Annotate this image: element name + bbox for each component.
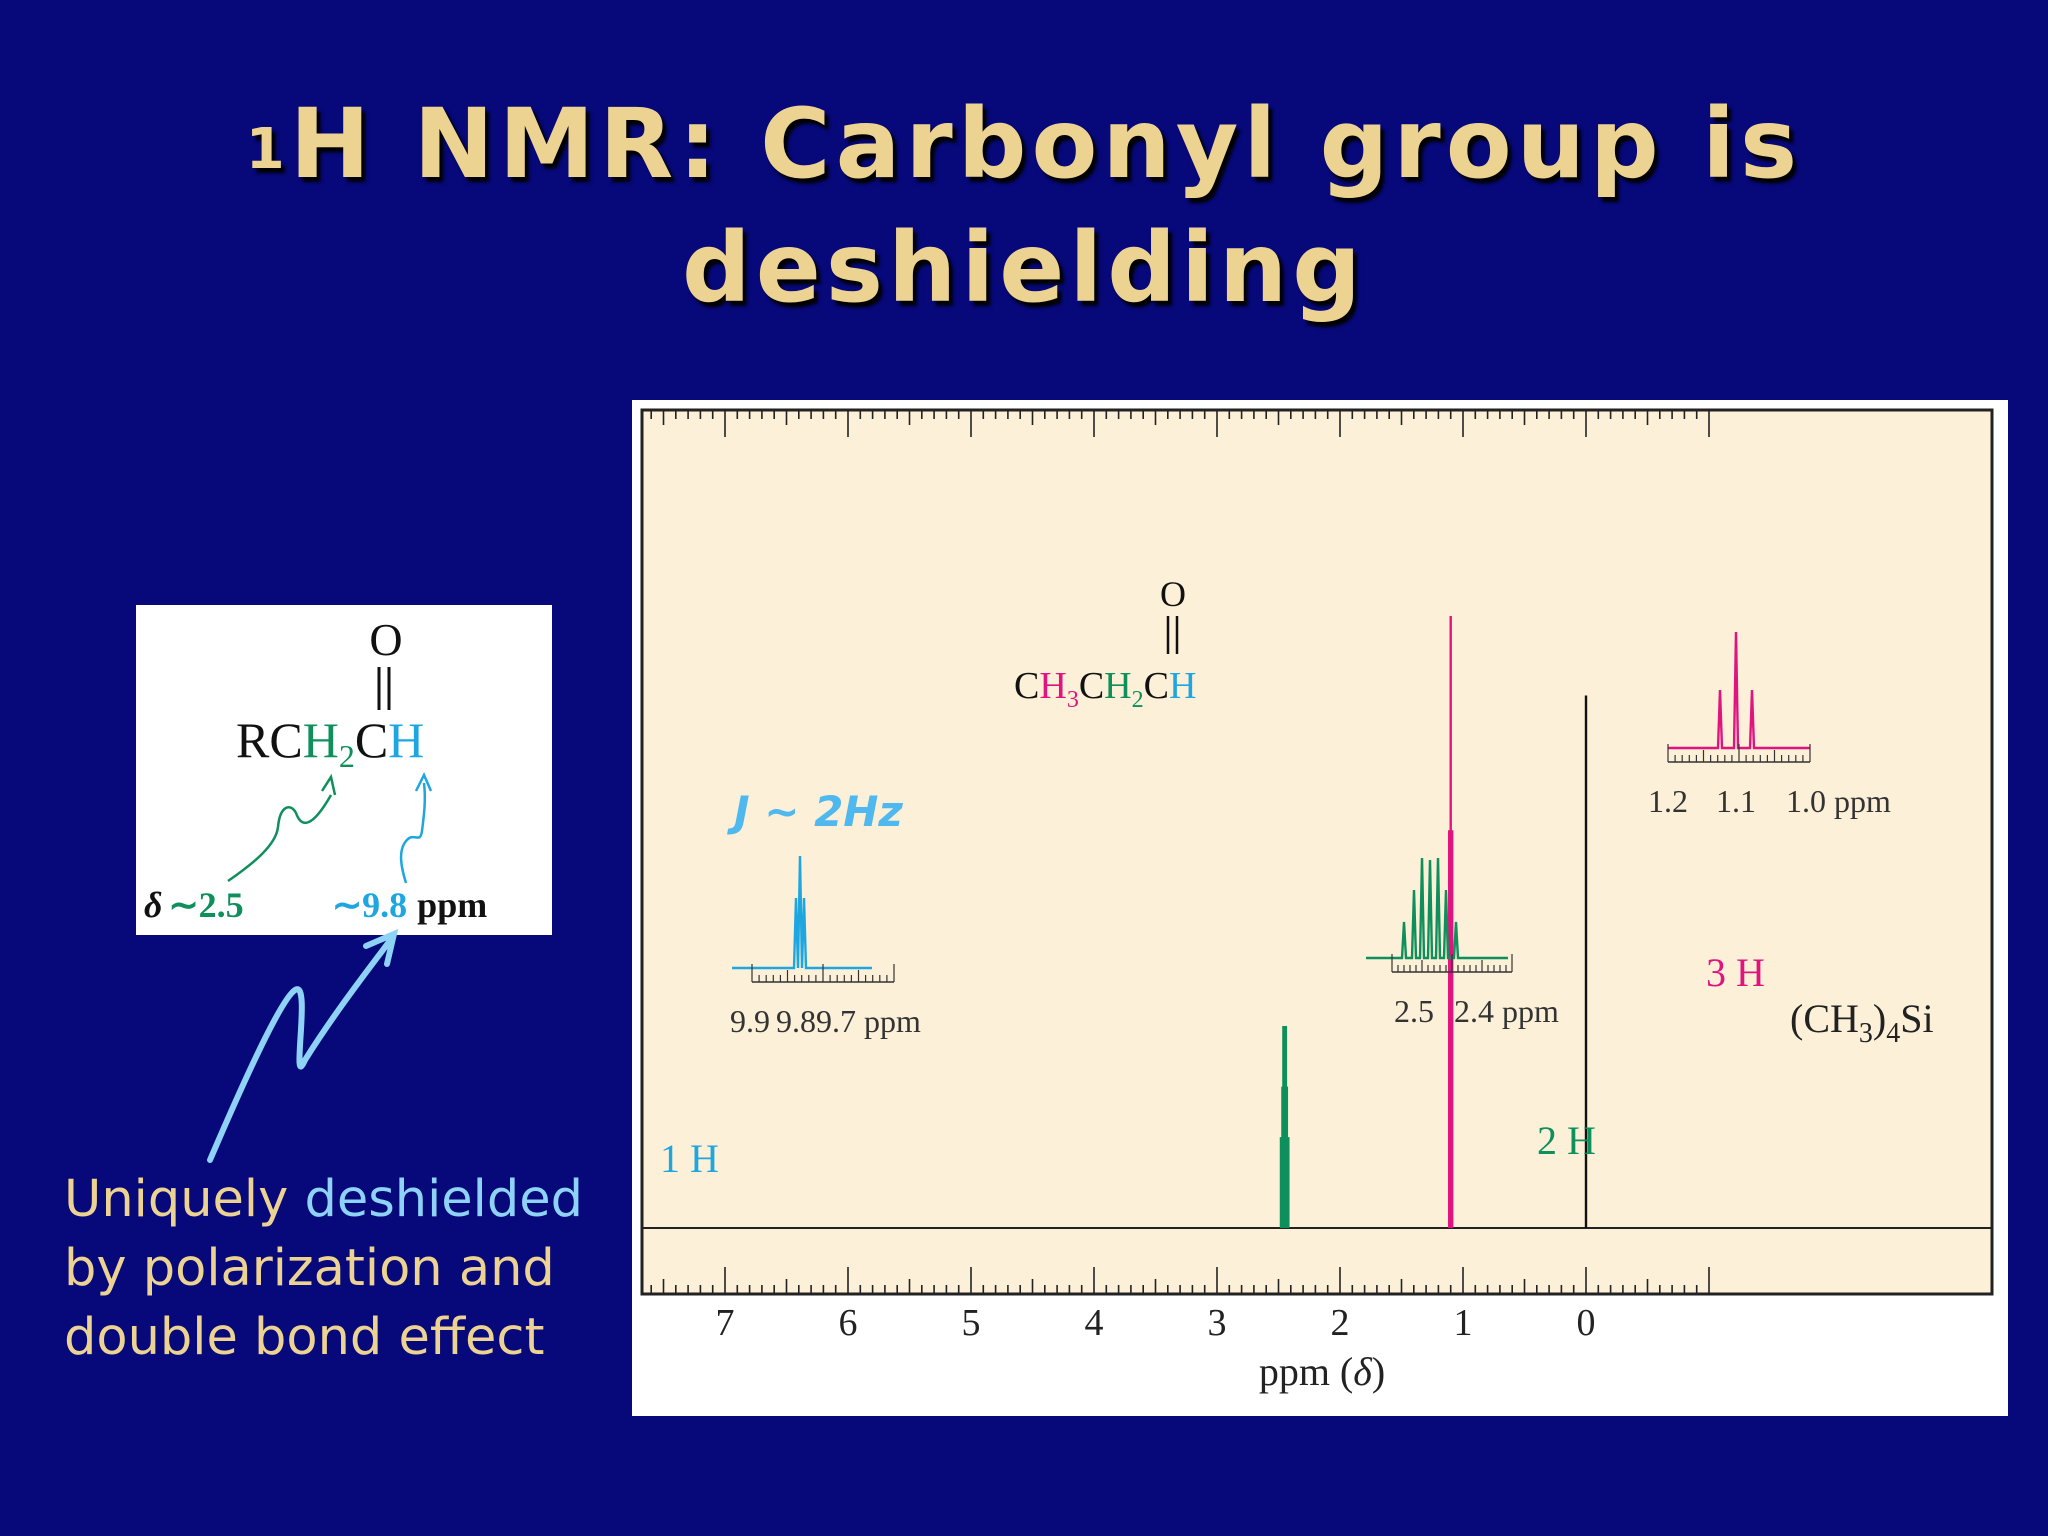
note-text-part2: by polarization and double bond effect bbox=[64, 1239, 555, 1367]
ch2-tilde: ∼ bbox=[168, 885, 198, 925]
integration-label-ch3: 3 H bbox=[1706, 950, 1765, 995]
coupling-constant-label: J ~ 2Hz bbox=[727, 787, 903, 836]
shift-annotation: δ ∼2.5 ∼9.8 ppm bbox=[144, 885, 487, 925]
ch2-pointer-arrow bbox=[227, 794, 333, 883]
nmr-spectrum-chart: 9876543210 ppm (δ) 1 H 2 H 3 H (CH3)4Si … bbox=[640, 408, 1994, 1394]
axis-ticks bbox=[650, 411, 1710, 1293]
peak-integration-labels: 1 H 2 H 3 H (CH3)4Si bbox=[660, 950, 1934, 1181]
callout-arrowhead bbox=[363, 928, 399, 967]
integration-label-cho: 1 H bbox=[660, 1136, 719, 1181]
x-axis-label-prefix: ppm ( bbox=[1259, 1349, 1353, 1394]
tick-label: 3 bbox=[1208, 1302, 1227, 1344]
delta-symbol: δ bbox=[144, 885, 162, 925]
x-axis-label-suffix: ) bbox=[1372, 1349, 1385, 1394]
note-text-highlight: deshielded bbox=[304, 1170, 583, 1229]
formula-carbonyl-c: C bbox=[355, 712, 388, 768]
propanal-oxygen-label: O bbox=[1160, 574, 1186, 614]
formula-part: C bbox=[1079, 665, 1104, 707]
tms-label-pre: (CH bbox=[1790, 996, 1859, 1041]
axis-tick-labels: 9876543210 bbox=[716, 1302, 1596, 1344]
inset-multiplet-trace bbox=[1668, 631, 1810, 750]
formula-part: C bbox=[1144, 665, 1169, 707]
tms-label-mid: ) bbox=[1873, 996, 1886, 1041]
inset-tick-label: 1.1 bbox=[1716, 783, 1756, 819]
title-text-1: H NMR: Carbonyl group is bbox=[289, 88, 1803, 200]
tick-label: 0 bbox=[1577, 1302, 1596, 1344]
title-superscript: 1 bbox=[245, 117, 290, 182]
x-axis-label-delta: δ bbox=[1353, 1349, 1373, 1394]
plot-area bbox=[640, 408, 1994, 1296]
formula-part: C bbox=[1014, 665, 1039, 707]
spectrum-peaks bbox=[1279, 616, 1588, 1228]
inset-tick-label: 2.4 ppm bbox=[1454, 993, 1559, 1029]
integration-label-ch2: 2 H bbox=[1537, 1118, 1596, 1163]
inset-multiplet-trace bbox=[1366, 857, 1508, 960]
inset-ch2: 2.5 2.4 ppm bbox=[1366, 857, 1559, 1029]
cho-tilde: ∼ bbox=[332, 885, 362, 925]
inset-tick-label: 9.7 ppm bbox=[816, 1003, 921, 1039]
title-line-1: 1H NMR: Carbonyl group is bbox=[0, 82, 2048, 206]
tick-label: 2 bbox=[1331, 1302, 1350, 1344]
inset-tick-label: 9.9 bbox=[730, 1003, 770, 1039]
tick-label: 1 bbox=[1454, 1302, 1473, 1344]
inset-tick-label: 1.2 bbox=[1648, 783, 1688, 819]
tms-label-post: Si bbox=[1900, 996, 1933, 1041]
tick-label: 4 bbox=[1085, 1302, 1104, 1344]
note-text-part1: Uniquely bbox=[64, 1170, 305, 1229]
propanal-formula: CH3CH2CH bbox=[1014, 665, 1196, 713]
formula-rc: RC bbox=[236, 712, 303, 768]
nmr-spectrum-panel: 9876543210 ppm (δ) 1 H 2 H 3 H (CH3)4Si … bbox=[632, 400, 2008, 1416]
inset-tick-label: 2.5 bbox=[1394, 993, 1434, 1029]
formula-aldehyde-h: H bbox=[388, 712, 424, 768]
inset-tick-label: 1.0 ppm bbox=[1786, 783, 1891, 819]
note-text: Uniquely deshielded by polarization and … bbox=[64, 1165, 624, 1372]
tick-label: 5 bbox=[962, 1302, 981, 1344]
aldehyde-structure-figure: O RCH2CH δ ∼2.5 ∼9.8 ppm bbox=[144, 614, 487, 925]
cho-arrowhead bbox=[414, 772, 433, 792]
formula-part: 2 bbox=[1132, 687, 1144, 713]
ch2-arrowhead bbox=[320, 773, 337, 796]
x-axis-label: ppm (δ) bbox=[1259, 1349, 1385, 1394]
slide-title: 1H NMR: Carbonyl group is deshielding bbox=[0, 82, 2048, 330]
title-line-2: deshielding bbox=[682, 212, 1366, 324]
ch2-shift-value: 2.5 bbox=[199, 885, 244, 925]
formula-part: H bbox=[1104, 665, 1131, 707]
formula-ch2-h: H bbox=[303, 712, 339, 768]
inset-tick-label: 9.8 bbox=[776, 1003, 816, 1039]
carbonyl-oxygen-label: O bbox=[369, 614, 402, 665]
formula-part: H bbox=[1039, 665, 1066, 707]
aldehyde-structure-panel: O RCH2CH δ ∼2.5 ∼9.8 ppm bbox=[136, 605, 552, 935]
formula-part: 3 bbox=[1067, 687, 1079, 713]
inset-cho: 9.9 9.8 9.7 ppm bbox=[730, 855, 921, 1039]
inset-ch3: 1.2 1.1 1.0 ppm bbox=[1648, 631, 1891, 819]
aldehyde-formula: RCH2CH bbox=[236, 712, 424, 774]
formula-ch2-subscript: 2 bbox=[339, 738, 355, 774]
formula-part: H bbox=[1169, 665, 1196, 707]
propanal-structure: O CH3CH2CH bbox=[1014, 574, 1196, 713]
inset-multiplet-trace bbox=[732, 855, 872, 970]
tick-label: 6 bbox=[839, 1302, 858, 1344]
cho-shift-value: 9.8 bbox=[362, 885, 407, 925]
cho-pointer-arrow bbox=[399, 782, 427, 884]
shift-unit: ppm bbox=[417, 885, 487, 925]
multiplet-insets: 9.9 9.8 9.7 ppm 2.5 2.4 ppm 1.2 1.1 1.0 ppm bbox=[730, 631, 1891, 1039]
tick-label: 7 bbox=[716, 1302, 735, 1344]
tms-label: (CH3)4Si bbox=[1790, 996, 1934, 1049]
tms-label-sub1: 3 bbox=[1859, 1018, 1873, 1049]
tms-label-sub2: 4 bbox=[1886, 1018, 1900, 1049]
callout-arrow-line bbox=[207, 935, 395, 1163]
